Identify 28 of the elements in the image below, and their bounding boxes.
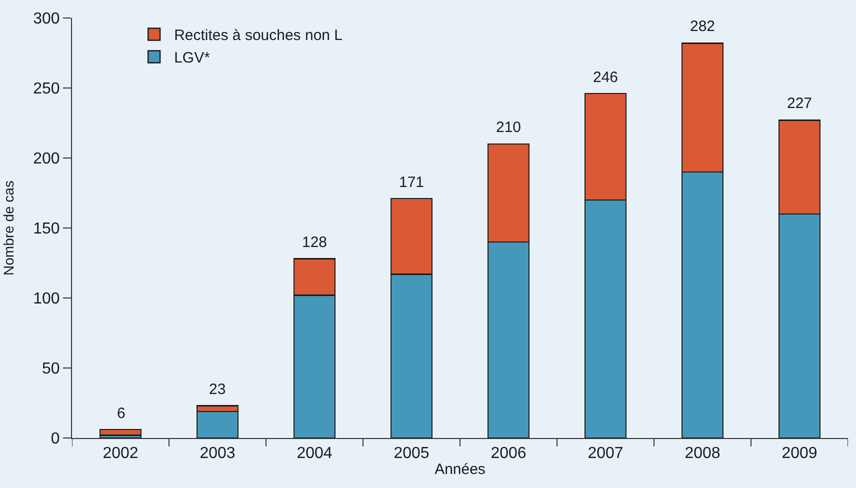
- legend-label: Rectites à souches non L: [174, 27, 343, 44]
- y-tick-label: 200: [33, 150, 60, 168]
- total-label: 210: [496, 119, 522, 136]
- y-axis-title: Nombre de cas: [0, 180, 17, 276]
- bar: [100, 429, 142, 436]
- x-tick-label: 2006: [490, 445, 526, 462]
- legend-label: LGV*: [174, 50, 210, 67]
- total-label: 6: [117, 405, 126, 422]
- y-tick-label: 100: [33, 290, 60, 308]
- y-tick-label: 0: [50, 430, 60, 448]
- y-tick-label: 150: [33, 220, 60, 238]
- x-tick-label: 2002: [102, 445, 138, 462]
- x-tick-label: 2009: [782, 445, 818, 462]
- x-tick-label: 2004: [296, 445, 332, 462]
- y-tick-label: 50: [42, 360, 60, 378]
- x-tick-label: 2003: [200, 445, 236, 462]
- total-label: 23: [209, 381, 226, 398]
- total-label: 128: [302, 234, 328, 251]
- y-tick-label: 300: [33, 10, 60, 28]
- x-axis-title: Années: [434, 461, 486, 478]
- total-label: 282: [690, 18, 716, 35]
- x-tick-label: 2008: [684, 445, 720, 462]
- total-label: 227: [787, 95, 812, 112]
- x-tick-label: 2005: [394, 445, 430, 462]
- x-tick-label: 2007: [588, 445, 624, 462]
- y-tick-label: 250: [33, 80, 60, 98]
- total-label: 246: [593, 69, 618, 86]
- total-label: 171: [399, 174, 424, 191]
